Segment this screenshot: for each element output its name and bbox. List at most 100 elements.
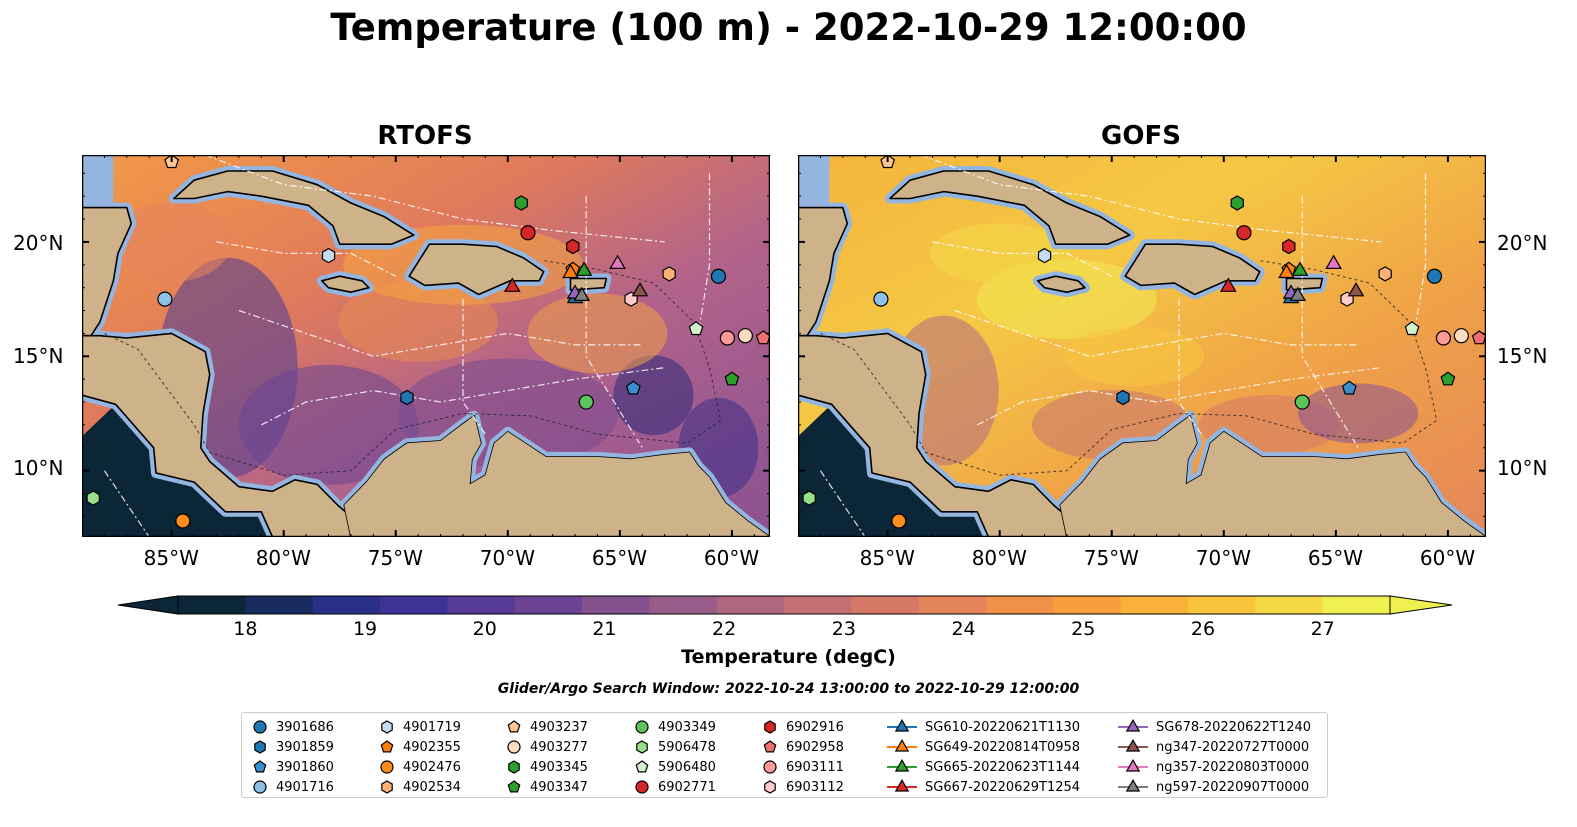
legend-label: SG667-20220629T1254 (925, 779, 1081, 795)
colorbar-segment (716, 596, 785, 614)
legend-marker-hexagon-icon (508, 760, 520, 774)
legend-marker-hexagon-icon (764, 780, 776, 794)
colorbar-segment (851, 596, 920, 614)
colorbar-extend-low (117, 595, 179, 615)
colorbar-segment (178, 596, 246, 614)
marker-4903277 (1453, 328, 1469, 344)
colorbar-segment (1322, 596, 1391, 614)
marker-5906478 (86, 490, 100, 506)
map-frame (81, 154, 771, 538)
colorbar-segment (1120, 596, 1189, 614)
marker-3901860 (625, 380, 641, 395)
legend-item: 4901719 (379, 717, 461, 737)
map-rtofs[interactable] (81, 154, 771, 541)
legend-marker-triangle-icon (887, 759, 917, 772)
legend-label: SG678-20220622T1240 (1156, 719, 1312, 735)
land-cuba (889, 170, 1131, 245)
legend-item: 4901716 (252, 777, 334, 797)
marker-3901686 (710, 268, 727, 284)
legend-item: 6902958 (762, 737, 844, 757)
temperature-patch (111, 201, 232, 282)
marker-4903277 (737, 328, 753, 344)
legend-marker-triangle-icon (887, 719, 917, 732)
legend-marker-hexagon-icon (381, 780, 393, 794)
marker-4901719 (321, 247, 336, 264)
lat-label-10n-left: 10°N (13, 456, 64, 480)
legend-label: 6903112 (786, 779, 844, 795)
eez-boundary (1301, 196, 1359, 449)
colorbar-tick-label: 22 (712, 618, 737, 640)
colorbar-tick-label: 24 (951, 618, 976, 640)
panel-title-gofs: GOFS (1101, 121, 1181, 151)
marker-4902534 (1378, 266, 1392, 282)
marker-SG649-20220814T0958 (1278, 263, 1295, 279)
eez-boundary (261, 367, 665, 426)
legend-label: 4903349 (658, 719, 716, 735)
lon-label-gofs: 80°W (971, 546, 1027, 570)
legend-column: 4901719 4902355 4902476 4902534 (379, 717, 461, 797)
marker-SG665-20220623T1144 (575, 261, 593, 276)
colorbar-frame (177, 595, 1391, 615)
legend-item: 4903349 (634, 717, 716, 737)
legend: 3901686 3901859 3901860 4901716 4901719 49023… (241, 712, 1328, 798)
lat-label-20n-left: 20°N (13, 231, 64, 255)
eez-boundary (977, 367, 1381, 426)
legend-item: ng357-20220803T0000 (1118, 757, 1311, 777)
marker-3901860 (1341, 380, 1357, 395)
marker-4902534 (662, 266, 676, 282)
legend-label: 5906480 (658, 759, 716, 775)
marker-SG667-20220629T1254 (1219, 277, 1237, 292)
eez-boundary (932, 241, 1112, 277)
colorbar-tick-label: 25 (1071, 618, 1096, 640)
colorbar-segment (312, 596, 381, 614)
legend-label: 4903277 (530, 739, 588, 755)
legend-item: 5906480 (634, 757, 716, 777)
lat-label-10n-right: 10°N (1497, 456, 1548, 480)
lon-label-gofs: 75°W (1083, 546, 1139, 570)
marker-ng347-20220727T0000 (1347, 282, 1365, 297)
colorbar-segment (245, 596, 314, 614)
legend-item: 4902534 (379, 777, 461, 797)
legend-item: ng597-20220907T0000 (1118, 777, 1311, 797)
eez-boundary (103, 470, 150, 537)
legend-label: 4903347 (530, 779, 588, 795)
lon-label-gofs: 85°W (859, 546, 915, 570)
lat-label-15n-right: 15°N (1497, 344, 1548, 368)
panel-title-rtofs: RTOFS (377, 121, 473, 151)
lon-label-rtofs: 60°W (703, 546, 760, 570)
marker-3901859 (400, 389, 414, 406)
marker-ng597-20220907T0000 (1289, 286, 1307, 301)
lon-label-rtofs: 65°W (591, 546, 648, 570)
shelf-water (798, 155, 830, 208)
marker-5906480 (1404, 321, 1420, 336)
legend-label: 4902476 (403, 759, 461, 775)
map-gofs[interactable] (797, 154, 1487, 541)
colorbar-segment (514, 596, 583, 614)
colorbar-segment (986, 596, 1054, 614)
lat-label-15n-left: 15°N (13, 344, 64, 368)
colorbar-tick-label: 23 (831, 618, 856, 640)
marker-3901859 (1116, 389, 1130, 406)
legend-item: 5906478 (634, 737, 716, 757)
eez-boundary (238, 309, 643, 357)
marker-4903349 (1294, 394, 1310, 410)
legend-marker-hexagon-icon (764, 720, 776, 734)
land-cuba (173, 170, 415, 245)
legend-label: 6902916 (786, 719, 844, 735)
temperature-patch (1064, 326, 1205, 387)
legend-marker-pentagon-icon (635, 760, 649, 773)
pacific-ocean (798, 404, 989, 537)
legend-item: SG649-20220814T0958 (887, 737, 1080, 757)
legend-item: SG610-20220621T1130 (887, 717, 1080, 737)
colorbar-segment (1255, 596, 1324, 614)
legend-item: SG678-20220622T1240 (1118, 717, 1311, 737)
legend-marker-pentagon-icon (763, 740, 777, 753)
land-puertorico (1285, 277, 1324, 291)
legend-marker-triangle-icon (887, 739, 917, 752)
legend-column: SG678-20220622T1240 ng347-20220727T0000 ng… (1118, 717, 1311, 797)
lon-label-rtofs: 85°W (143, 546, 199, 570)
legend-item: 4902355 (379, 737, 461, 757)
legend-column: SG610-20220621T1130 SG649-20220814T0958 SG… (887, 717, 1080, 797)
figure-title: Temperature (100 m) - 2022-10-29 12:00:0… (330, 6, 1247, 49)
isobath-1000m (820, 259, 1438, 476)
